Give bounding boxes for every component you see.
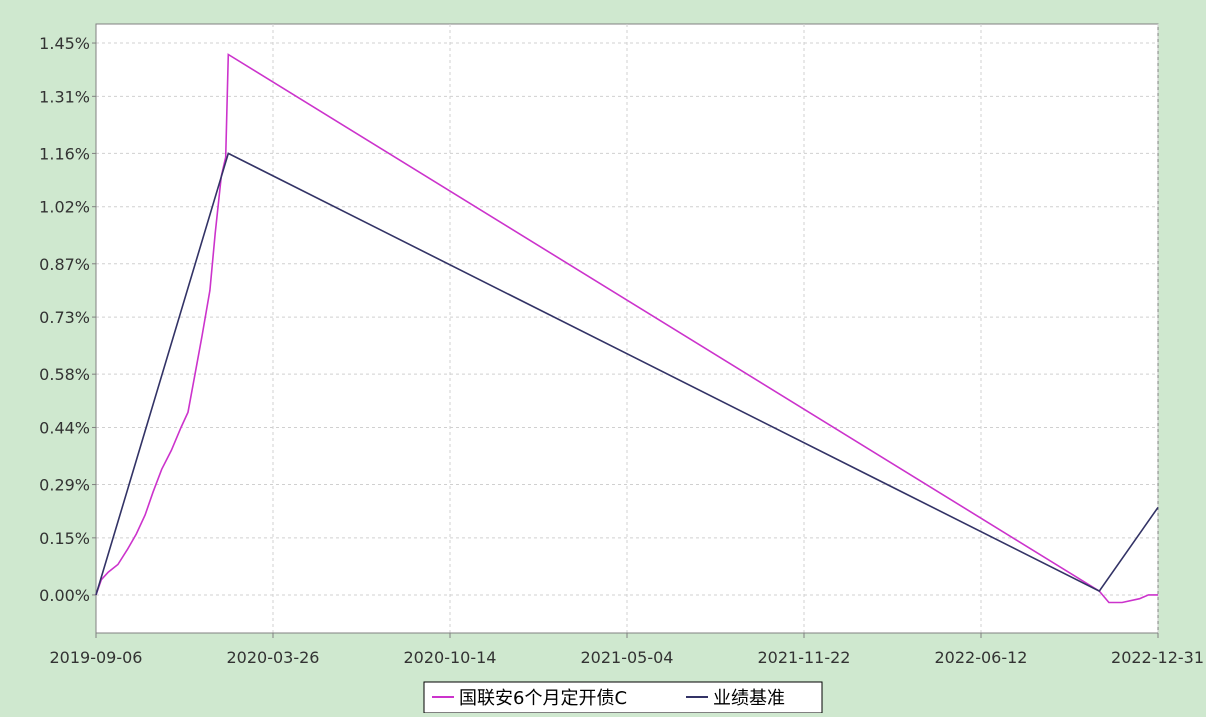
y-tick-label: 0.87% xyxy=(39,255,90,274)
x-tick-labels: 2019-09-06 2020-03-26 2020-10-14 2021-05-04… xyxy=(50,633,1204,667)
x-tick-label: 2019-09-06 xyxy=(50,648,143,667)
y-tick-labels: 0.00% 0.15% 0.29% 0.44% 0.58% 0.73% 0.87% 1.02%… xyxy=(39,34,96,605)
series-line-0 xyxy=(95,53,1158,604)
x-tick-label: 2020-10-14 xyxy=(404,648,497,667)
x-tick-label: 2020-03-26 xyxy=(227,648,320,667)
y-tick-label: 1.31% xyxy=(39,87,90,106)
x-tick-label: 2021-05-04 xyxy=(581,648,674,667)
legend-label-benchmark: 业绩基准 xyxy=(713,688,785,709)
series-lines xyxy=(95,53,1159,604)
x-tick-label: 2022-06-12 xyxy=(935,648,1028,667)
x-tick-label: 2021-11-22 xyxy=(758,648,851,667)
legend-label-fund: 国联安6个月定开债C xyxy=(459,688,627,709)
legend: 国联安6个月定开债C 业绩基准 xyxy=(423,681,823,714)
y-tick-label: 0.15% xyxy=(39,529,90,548)
y-tick-label: 0.58% xyxy=(39,365,90,384)
y-tick-label: 1.16% xyxy=(39,144,90,163)
series-line-1 xyxy=(95,152,1159,596)
y-tick-label: 0.29% xyxy=(39,476,90,495)
y-tick-label: 1.02% xyxy=(39,198,90,217)
grid xyxy=(95,24,1159,633)
y-tick-label: 0.73% xyxy=(39,308,90,327)
y-tick-label: 0.44% xyxy=(39,418,90,437)
y-tick-label: 0.00% xyxy=(39,586,90,605)
y-tick-label: 1.45% xyxy=(39,34,90,53)
legend-box xyxy=(423,681,823,714)
x-tick-label: 2022-12-31 xyxy=(1111,648,1204,667)
